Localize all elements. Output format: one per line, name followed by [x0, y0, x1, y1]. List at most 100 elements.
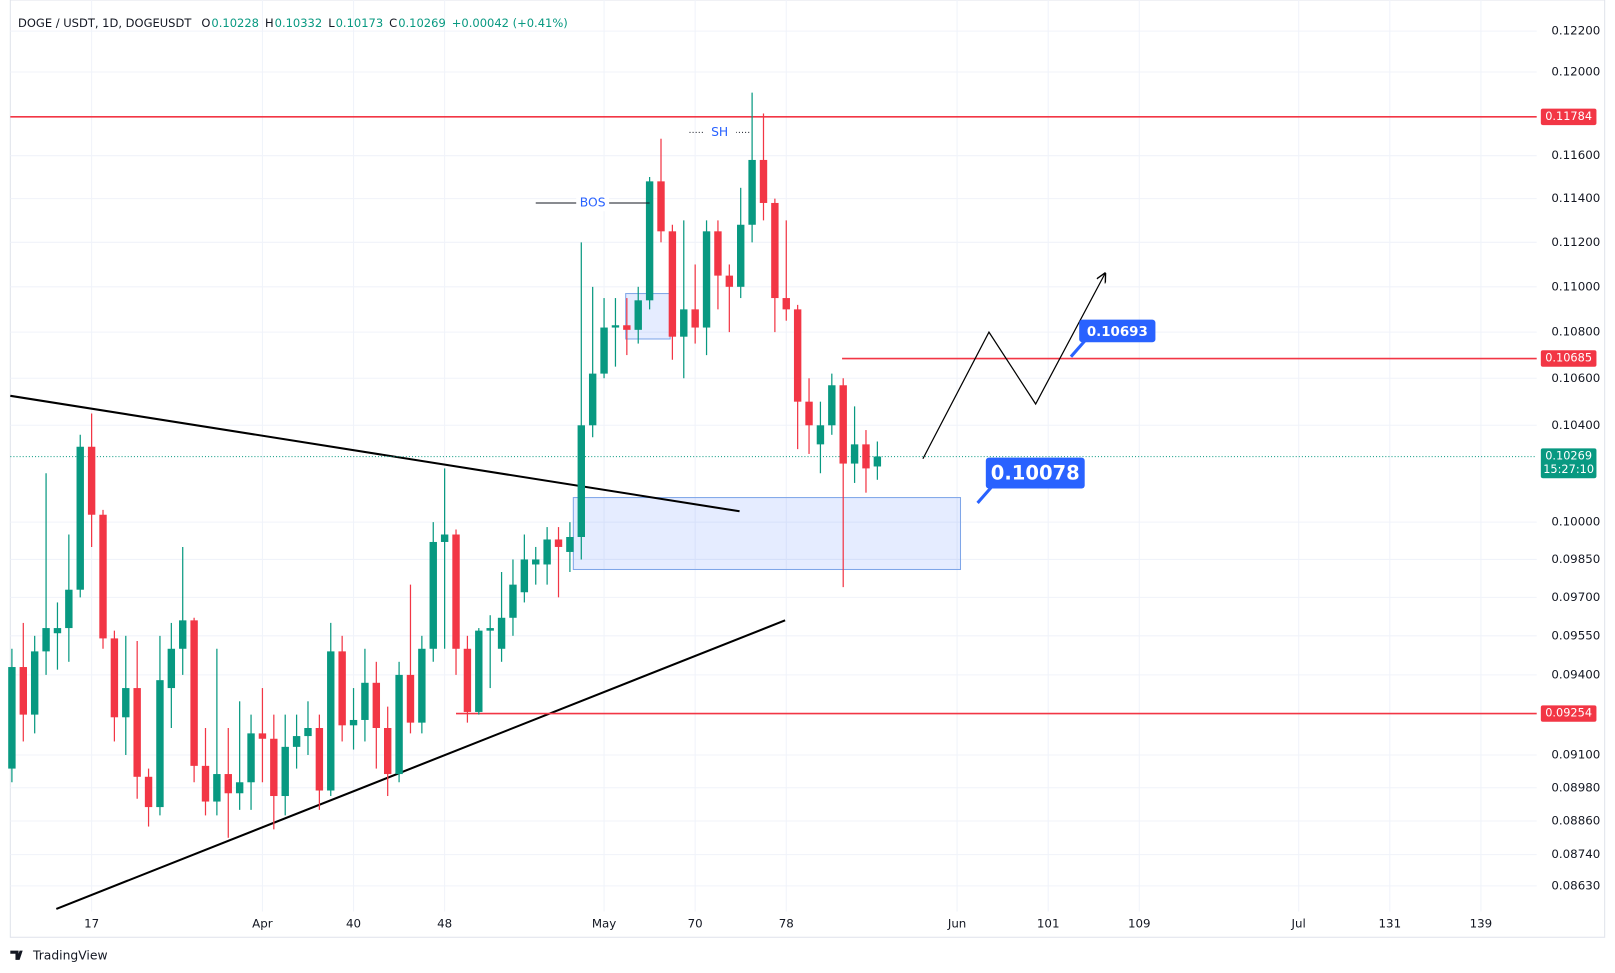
annotation-bg — [703, 124, 737, 141]
candle-body — [497, 617, 506, 649]
candle-body — [486, 628, 494, 631]
level-label: 0.10685 — [1545, 351, 1592, 365]
legend-text: L — [328, 16, 335, 30]
x-tick-label: May — [592, 916, 616, 930]
candle-body — [53, 628, 62, 634]
x-tick-label: 109 — [1128, 916, 1151, 930]
y-tick-label: 0.08980 — [1551, 780, 1600, 794]
candle-body — [532, 559, 540, 565]
candle-body — [258, 733, 267, 739]
legend-text: H — [264, 16, 274, 30]
zone — [572, 497, 962, 571]
ohlc-value: 0.10228 — [211, 16, 259, 30]
trendline — [55, 619, 786, 910]
candle-body — [122, 688, 130, 718]
candle-body — [873, 456, 882, 467]
candle-body — [463, 648, 472, 712]
countdown-label: 15:27:10 — [1543, 462, 1594, 476]
y-tick-label: 0.09100 — [1551, 747, 1600, 761]
candle-body — [611, 325, 620, 328]
candle-body — [839, 385, 847, 464]
level-label-box — [1540, 350, 1597, 367]
candle-body — [133, 688, 141, 777]
candle-body — [771, 202, 779, 299]
candle-body — [850, 444, 859, 464]
callout-pointer — [1069, 339, 1087, 358]
candle-body — [76, 446, 84, 590]
candle-body — [213, 774, 221, 802]
x-tick-label: Jul — [1291, 916, 1306, 930]
x-tick-label: 17 — [84, 916, 99, 930]
candle-body — [383, 728, 392, 775]
candle-body — [315, 728, 324, 791]
x-tick-label: 70 — [688, 916, 703, 930]
candle-body — [520, 559, 529, 593]
zone — [625, 293, 671, 340]
candle-body — [623, 325, 631, 330]
ohlc-value: 0.10173 — [335, 16, 384, 30]
candle-body — [793, 309, 802, 402]
candle-body — [372, 682, 381, 729]
y-tick-label: 0.08630 — [1551, 878, 1600, 892]
candle-body — [543, 539, 551, 565]
change-text: +0.00042 (+0.41%) — [451, 16, 568, 30]
y-tick-label: 0.11600 — [1551, 148, 1600, 162]
x-tick-label: 78 — [779, 916, 794, 930]
y-tick-label: 0.11400 — [1551, 191, 1600, 205]
level-label-box — [1540, 705, 1597, 722]
y-tick-label: 0.09550 — [1551, 628, 1600, 642]
candle-body — [406, 674, 415, 723]
candle-body — [748, 159, 756, 225]
candle-body — [270, 738, 278, 797]
annotation-bg — [576, 194, 610, 212]
candle-body — [475, 630, 483, 712]
candle-body — [805, 401, 813, 426]
y-tick-label: 0.12000 — [1551, 64, 1600, 78]
candle-body — [338, 651, 346, 726]
y-tick-label: 0.11200 — [1551, 235, 1600, 249]
candle-body — [361, 682, 369, 720]
callout-label: 0.10078 — [991, 462, 1080, 485]
annotation-label: SH — [711, 125, 728, 139]
legend-header: DOGE / USDT, 1D, DOGEUSDT O0.10228 H0.1033… — [18, 16, 569, 30]
candle-body — [759, 159, 768, 203]
candle-body — [668, 231, 677, 337]
y-tick-label: 0.10000 — [1551, 515, 1600, 529]
candle-body — [566, 536, 574, 552]
candle-body — [179, 620, 187, 649]
candle-body — [42, 628, 50, 652]
candle-body — [714, 231, 722, 276]
candle-body — [657, 181, 665, 232]
x-tick-label: 101 — [1037, 916, 1060, 930]
candle-body — [429, 541, 437, 649]
x-tick-label: 139 — [1470, 916, 1493, 930]
candle-body — [828, 385, 836, 426]
y-tick-label: 0.08740 — [1551, 847, 1600, 861]
candle-body — [737, 224, 745, 287]
candle-body — [327, 651, 335, 791]
candle-body — [554, 539, 563, 547]
x-tick-label: 48 — [437, 916, 452, 930]
candle-body — [440, 534, 449, 542]
candle-body — [577, 425, 585, 537]
ohlc-value: 0.10332 — [274, 16, 323, 30]
y-tick-label: 0.10400 — [1551, 418, 1600, 432]
x-tick-label: Apr — [252, 916, 273, 930]
candle-body — [645, 181, 654, 301]
projection-path — [922, 273, 1105, 460]
candle-body — [110, 638, 119, 718]
candle-body — [190, 620, 198, 766]
candle-body — [304, 728, 312, 737]
candle-body — [816, 425, 825, 445]
trendline — [10, 394, 740, 513]
x-tick-label: Jun — [947, 916, 966, 930]
candle-body — [144, 776, 153, 808]
y-tick-label: 0.08860 — [1551, 813, 1600, 827]
current-price-label: 0.10269 — [1545, 449, 1592, 463]
candle-body — [725, 275, 734, 287]
ohlc-value: DOGE / USDT, 1D, DOGEUSDT — [18, 16, 192, 30]
candle-body — [65, 589, 73, 629]
level-label: 0.11784 — [1545, 109, 1592, 123]
ohlc-value: 0.10269 — [398, 16, 446, 30]
